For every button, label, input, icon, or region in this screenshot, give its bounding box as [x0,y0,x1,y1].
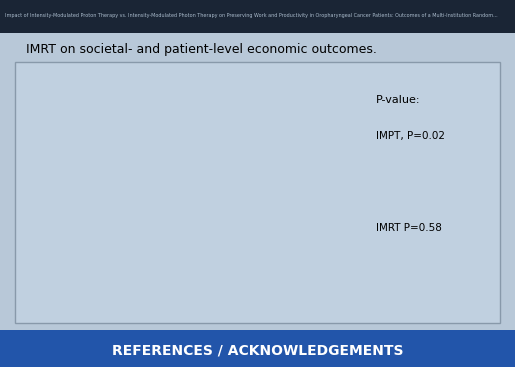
IMPT [262,161,268,166]
IMRT [330,220,336,225]
Legend: →IMPT, →IMRT: →IMPT, →IMRT [106,330,219,348]
Text: REFERENCES / ACKNOWLEDGEMENTS: REFERENCES / ACKNOWLEDGEMENTS [112,344,403,357]
Text: IMPT, P=0.02: IMPT, P=0.02 [376,131,445,141]
IMPT [194,161,200,166]
IMPT [59,191,65,195]
IMPT [126,181,132,185]
Line: IMPT: IMPT [59,141,336,196]
IMRT [194,210,200,215]
Text: IMRT on societal- and patient-level economic outcomes.: IMRT on societal- and patient-level econ… [26,43,376,56]
Text: Impact of Intensity-Modulated Proton Therapy vs. Intensity-Modulated Photon Ther: Impact of Intensity-Modulated Proton The… [5,12,498,18]
IMRT [59,204,65,208]
Line: IMRT: IMRT [59,203,336,239]
Text: IMRT P=0.58: IMRT P=0.58 [376,223,442,233]
Text: P-value:: P-value: [376,95,420,105]
IMRT [126,233,132,238]
IMRT [262,214,268,218]
Text: Proportion of Patients Working, by Treatment Arm: Proportion of Patients Working, by Treat… [47,66,306,76]
IMPT [330,141,336,146]
